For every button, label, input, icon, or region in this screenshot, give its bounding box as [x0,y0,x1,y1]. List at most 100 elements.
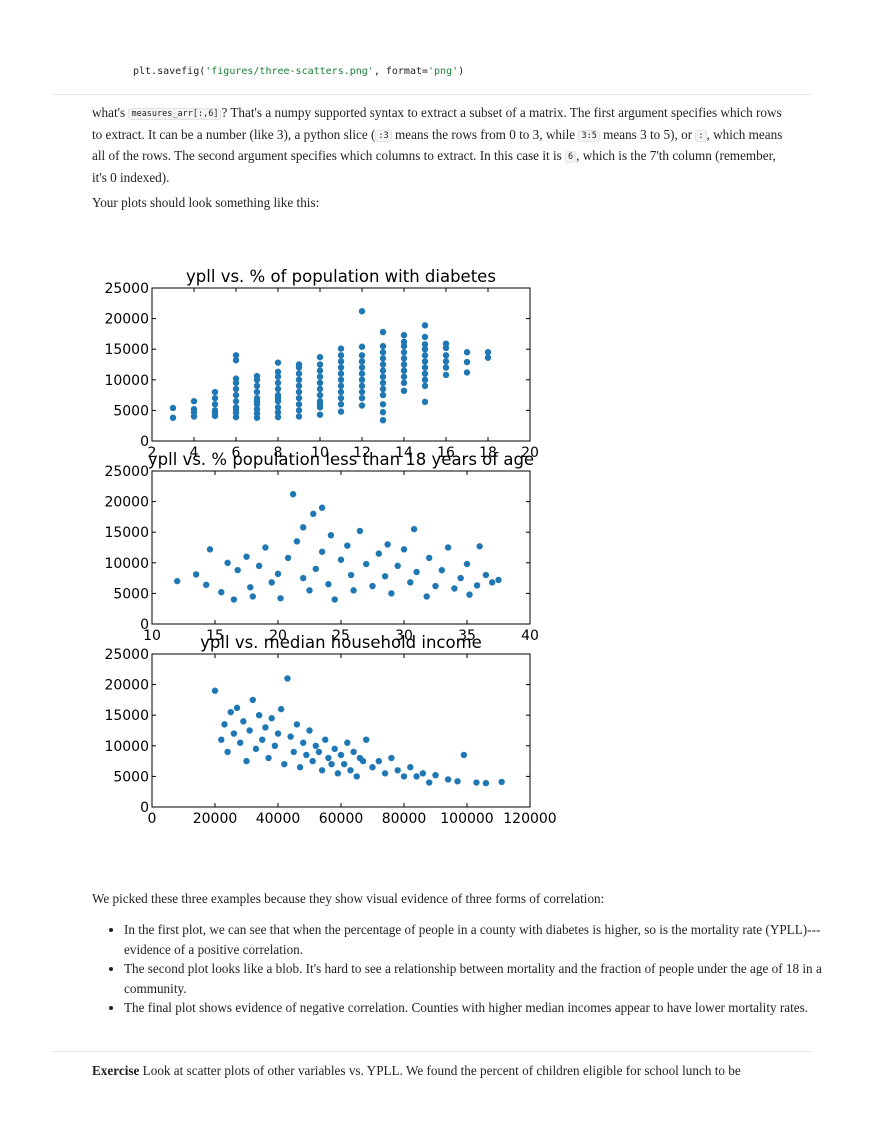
data-point [379,379,387,387]
data-point [253,405,261,413]
data-point [312,742,319,749]
scatter-plot-2: 0 5000 10000 15000 20000 25000 10 15 20 25 30 35 40 y… [104,450,538,644]
data-point [274,394,282,402]
scatter-plot-1: 0 5000 10000 15000 20000 25000 2 4 6 8 10 12 14 16 18 2… [104,267,538,461]
data-point [259,736,266,743]
data-point [316,361,324,368]
data-point [379,401,387,408]
data-point [230,596,238,603]
y-tick-label: 15000 [104,342,149,358]
data-point [344,542,351,549]
data-point [400,349,408,356]
data-point [249,593,256,600]
data-point [400,387,408,395]
data-point [232,406,240,413]
data-point [192,571,200,578]
data-point [473,582,481,589]
data-point [268,579,275,586]
data-point [227,708,234,716]
data-point [394,767,401,774]
data-point [295,394,303,402]
data-point [293,721,301,728]
data-point [295,401,303,408]
data-point [281,760,288,768]
data-point [394,562,401,570]
data-point [169,414,177,421]
x-tick-label: 35 [458,628,476,644]
list-item: The final plot shows evidence of negativ… [124,998,824,1018]
data-point [318,767,326,774]
data-point [255,712,263,719]
data-point [255,562,263,570]
data-point [337,408,345,415]
data-point [400,546,408,553]
x-tick-label: 60000 [319,811,364,827]
x-tick-label: 20 [521,445,539,461]
data-point [358,382,366,390]
y-tick-label: 10000 [104,373,149,389]
data-point [211,410,219,417]
x-tick-label: 10 [143,628,161,644]
plot-frame [151,653,531,808]
data-point [337,394,345,402]
x-tick-label: 40000 [256,811,301,827]
data-point [309,757,316,765]
exercise-paragraph: Exercise Look at scatter plots of other … [92,1061,792,1081]
data-point [400,331,408,339]
y-tick-label: 25000 [104,464,149,480]
data-point [350,748,357,756]
data-point [211,388,219,396]
data-point [337,352,345,359]
code-text: plt.savefig( [133,66,206,77]
data-point [337,401,345,408]
data-point [476,543,483,550]
data-point [426,779,433,786]
data-point [253,388,261,396]
x-tick-label: 10 [311,445,329,461]
y-tick-label: 10000 [104,556,149,572]
x-tick-label: 40 [521,628,539,644]
data-point [232,385,240,393]
text: , which is the 7'th column (remember, it… [92,148,776,185]
data-point [233,704,241,712]
data-point [482,571,490,579]
x-tick-label: 15 [206,628,224,644]
data-point [444,544,452,551]
data-point [293,538,301,545]
x-tick-label: 8 [274,445,283,461]
data-point [316,411,324,418]
data-point [421,346,429,353]
inline-code: measures_arr[:,6] [128,108,222,120]
data-point [284,554,292,562]
data-point [400,355,408,362]
data-point [337,364,345,371]
inline-code: : [695,129,707,142]
data-point [413,568,420,576]
y-tick-label: 20000 [104,678,149,694]
y-tick-label: 5000 [113,769,149,785]
data-point [482,779,490,787]
data-point [442,364,450,371]
data-point [274,570,282,578]
data-point [400,367,408,374]
data-point [232,357,240,364]
data-point [358,364,366,371]
data-point [316,373,324,380]
data-point [379,373,387,380]
data-point [400,373,408,380]
data-point [295,413,303,420]
data-point [421,382,429,390]
data-point [344,739,351,746]
data-point [400,361,408,368]
data-point [218,588,225,596]
data-point [379,409,387,416]
data-point [358,352,366,359]
data-point [318,548,326,555]
data-point [224,559,231,566]
x-tick-label: 80000 [382,811,427,827]
data-point [274,359,282,366]
data-point [358,358,366,365]
data-point [232,375,240,382]
data-point [484,354,492,361]
